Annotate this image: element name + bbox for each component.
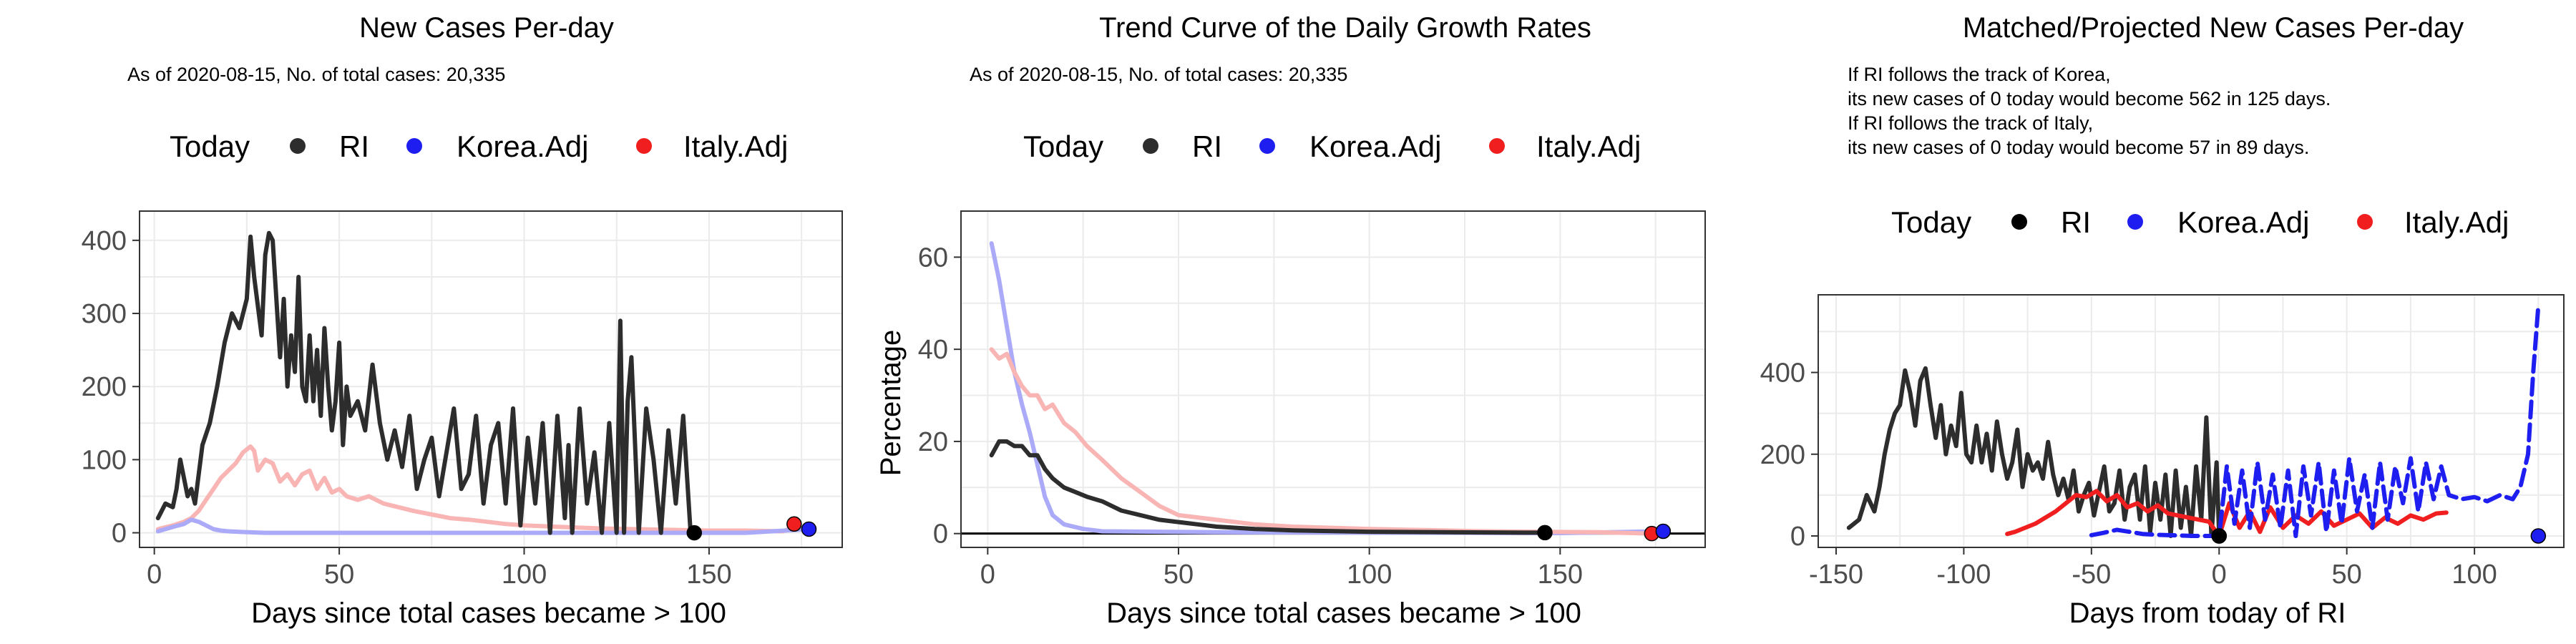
panel-background	[140, 211, 842, 547]
today-point-korea	[801, 521, 817, 537]
chart-subtitle-line: its new cases of 0 today would become 57…	[1848, 137, 2309, 158]
legend-label-korea: Korea.Adj	[457, 130, 588, 163]
x-tick-label: 150	[686, 560, 731, 590]
legend-key-ri	[2011, 214, 2027, 230]
y-tick-label: 200	[82, 372, 127, 402]
x-tick-label: -50	[2072, 560, 2111, 590]
chart-subtitle-line: If RI follows the track of Italy,	[1848, 112, 2093, 134]
legend-key-italy	[636, 138, 652, 154]
x-tick-label: 100	[2451, 560, 2497, 590]
today-point-korea	[2530, 528, 2547, 544]
chart-title: Trend Curve of the Daily Growth Rates	[1099, 12, 1591, 44]
chart-title: Matched/Projected New Cases Per-day	[1963, 12, 2464, 44]
legend-key-ri	[290, 138, 306, 154]
series-line-italy	[989, 347, 1654, 536]
y-axis: 0 20 40 60	[918, 243, 961, 550]
legend-label-ri: RI	[2061, 205, 2091, 239]
series-line-korea	[2089, 304, 2541, 538]
series-line-italy	[2005, 489, 2449, 538]
x-tick-label: 50	[1163, 560, 1194, 590]
legend-label-ri: RI	[1192, 130, 1222, 163]
legend-label-italy: Italy.Adj	[683, 130, 788, 163]
y-tick-label: 40	[918, 335, 948, 365]
y-axis-label: Percentage	[875, 330, 907, 477]
legend-title: Today	[170, 130, 250, 163]
legend-label-korea: Korea.Adj	[2177, 205, 2309, 239]
chart-new-cases: New Cases Per-day As of 2020-08-15, No. …	[82, 12, 843, 629]
x-tick-label: 150	[1538, 560, 1583, 590]
series-line-ri	[1846, 366, 2222, 538]
legend-key-korea	[1259, 138, 1275, 154]
y-tick-label: 60	[918, 243, 948, 273]
legend-key-korea	[2127, 214, 2143, 230]
x-axis: -150 -100 -50 0 50 100	[1809, 547, 2497, 590]
x-axis-label: Days since total cases became > 100	[1106, 597, 1581, 629]
legend-label-ri: RI	[339, 130, 369, 163]
legend-label-korea: Korea.Adj	[1309, 130, 1441, 163]
legend: Today RI Korea.Adj Italy.Adj	[170, 130, 788, 163]
y-tick-label: 0	[1790, 522, 1805, 552]
x-tick-label: 0	[2212, 560, 2227, 590]
plot-area	[139, 210, 843, 548]
today-point-ri	[2211, 528, 2228, 544]
x-tick-label: 0	[147, 560, 162, 590]
panel-border	[139, 210, 843, 548]
chart-title: New Cases Per-day	[359, 12, 614, 44]
plot-area	[1818, 294, 2565, 548]
panel-border	[1818, 294, 2565, 548]
chart-growth-rates: Trend Curve of the Daily Growth Rates As…	[875, 12, 1706, 629]
y-tick-label: 0	[933, 519, 948, 550]
y-axis: 0 100 200 300 400	[82, 226, 140, 549]
chart-subtitle: As of 2020-08-15, No. of total cases: 20…	[127, 64, 505, 85]
legend-key-italy	[2357, 214, 2373, 230]
chart-subtitle: As of 2020-08-15, No. of total cases: 20…	[970, 64, 1347, 85]
x-axis-label: Days from today of RI	[2069, 597, 2346, 629]
legend-title: Today	[1023, 130, 1103, 163]
chart-subtitle-line: its new cases of 0 today would become 56…	[1848, 88, 2331, 109]
y-tick-label: 200	[1760, 440, 1805, 470]
y-tick-label: 100	[82, 445, 127, 475]
x-tick-label: 100	[502, 560, 547, 590]
series-line-ri	[155, 230, 697, 535]
y-tick-label: 300	[82, 299, 127, 329]
chart-subtitle-line: If RI follows the track of Korea,	[1848, 64, 2111, 85]
legend-label-italy: Italy.Adj	[1536, 130, 1641, 163]
x-axis-label: Days since total cases became > 100	[251, 597, 726, 629]
x-tick-label: 100	[1347, 560, 1392, 590]
legend-title: Today	[1891, 205, 1971, 239]
x-tick-label: -150	[1809, 560, 1863, 590]
legend-key-korea	[406, 138, 422, 154]
x-tick-label: 50	[2332, 560, 2362, 590]
series-line-korea	[155, 517, 811, 535]
panel-background	[961, 211, 1705, 547]
legend-label-italy: Italy.Adj	[2404, 205, 2509, 239]
x-axis: 0 50 100 150	[980, 547, 1583, 590]
x-axis: 0 50 100 150	[147, 547, 732, 590]
y-axis: 0 200 400	[1760, 358, 1818, 552]
x-tick-label: -100	[1936, 560, 1991, 590]
y-tick-label: 20	[918, 427, 948, 457]
legend: Today RI Korea.Adj Italy.Adj	[1891, 205, 2509, 239]
panel-border	[960, 210, 1706, 548]
y-tick-label: 400	[82, 226, 127, 256]
today-point-italy	[786, 516, 802, 532]
today-point-ri	[1537, 525, 1553, 541]
legend-key-italy	[1489, 138, 1505, 154]
today-point-korea	[1655, 523, 1672, 540]
chart-matched-projected: Matched/Projected New Cases Per-day If R…	[1760, 12, 2565, 629]
y-tick-label: 0	[112, 519, 127, 549]
x-tick-label: 50	[324, 560, 354, 590]
y-tick-label: 400	[1760, 358, 1805, 389]
today-point-ri	[686, 525, 703, 541]
x-tick-label: 0	[980, 560, 995, 590]
plot-area	[960, 210, 1706, 548]
legend: Today RI Korea.Adj Italy.Adj	[1023, 130, 1641, 163]
series-line-ri	[989, 439, 1547, 535]
legend-key-ri	[1143, 138, 1158, 154]
